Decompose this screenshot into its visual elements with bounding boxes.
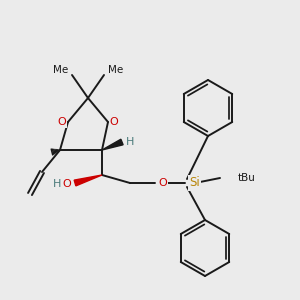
Text: tBu: tBu <box>238 173 256 183</box>
Text: Si: Si <box>189 176 200 190</box>
Text: O: O <box>62 179 71 189</box>
Text: O: O <box>158 178 167 188</box>
Text: O: O <box>110 117 118 127</box>
Polygon shape <box>102 139 123 150</box>
Text: H: H <box>52 179 61 189</box>
Polygon shape <box>74 175 102 186</box>
Text: O: O <box>58 117 66 127</box>
Text: H: H <box>126 137 134 147</box>
Text: Me: Me <box>108 65 123 75</box>
Text: Me: Me <box>53 65 68 75</box>
